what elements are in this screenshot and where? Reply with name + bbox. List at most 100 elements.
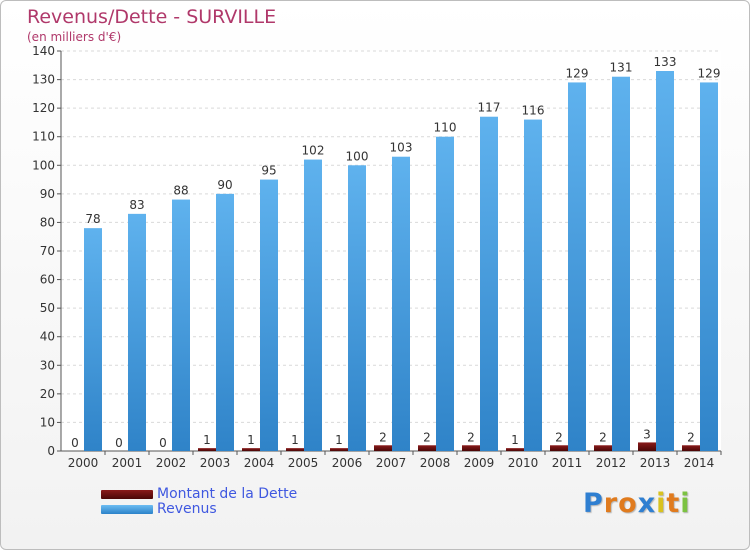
bar-revenue — [172, 199, 190, 451]
data-label-revenue: 102 — [302, 144, 325, 158]
data-label-revenue: 103 — [390, 141, 413, 155]
bar-revenue — [524, 119, 542, 452]
data-label-revenue: 78 — [85, 212, 100, 226]
bar-revenue — [348, 165, 366, 452]
bar-debt — [550, 445, 568, 451]
legend-swatch-revenue — [101, 505, 153, 514]
data-label-debt: 1 — [291, 433, 299, 447]
bar-revenue — [304, 159, 322, 452]
bar-revenue — [128, 213, 146, 451]
x-tick-label: 2002 — [156, 456, 187, 470]
bar-debt — [286, 448, 304, 451]
y-tick-label: 80 — [40, 215, 55, 229]
y-tick-label: 90 — [40, 187, 55, 201]
logo-letter: P — [583, 488, 604, 519]
y-tick-label: 30 — [40, 358, 55, 372]
data-label-revenue: 117 — [478, 101, 501, 115]
bar-revenue — [568, 82, 586, 451]
legend-swatch-debt — [101, 490, 153, 499]
data-label-debt: 2 — [555, 430, 563, 444]
x-tick-label: 2000 — [68, 456, 99, 470]
bar-revenue — [216, 193, 234, 451]
y-tick-label: 60 — [40, 273, 55, 287]
y-tick-label: 0 — [47, 444, 55, 458]
proxiti-logo: Proxiti — [583, 488, 691, 519]
logo-letter: r — [603, 488, 619, 519]
bar-debt — [506, 448, 524, 451]
logo-letter: o — [618, 488, 638, 519]
x-tick-label: 2011 — [552, 456, 583, 470]
x-tick-label: 2007 — [376, 456, 407, 470]
logo-letter: x — [637, 488, 657, 519]
chart-title: Revenus/Dette - SURVILLE — [27, 6, 277, 28]
bar-debt — [198, 448, 216, 451]
data-label-revenue: 131 — [610, 61, 633, 75]
logo-letter: i — [680, 488, 691, 519]
data-label-debt: 1 — [203, 433, 211, 447]
y-tick-label: 50 — [40, 301, 55, 315]
logo-letter: t — [666, 488, 681, 519]
bar-revenue — [84, 228, 102, 451]
bar-debt — [242, 448, 260, 451]
x-tick-label: 2010 — [508, 456, 539, 470]
y-tick-label: 100 — [32, 158, 55, 172]
bar-revenue — [436, 136, 454, 451]
bar-debt — [594, 445, 612, 451]
y-tick-label: 10 — [40, 415, 55, 429]
bar-debt — [418, 445, 436, 451]
data-label-revenue: 95 — [261, 164, 276, 178]
x-tick-label: 2009 — [464, 456, 495, 470]
data-label-debt: 0 — [159, 436, 167, 450]
data-label-debt: 1 — [247, 433, 255, 447]
legend-label-debt: Montant de la Dette — [157, 486, 298, 502]
bar-debt — [462, 445, 480, 451]
data-label-debt: 2 — [599, 430, 607, 444]
data-label-debt: 1 — [335, 433, 343, 447]
chart-subtitle: (en milliers d'€) — [27, 30, 122, 44]
bar-debt — [638, 442, 656, 451]
x-tick-label: 2013 — [640, 456, 671, 470]
data-label-revenue: 110 — [434, 121, 457, 135]
data-label-debt: 3 — [643, 427, 651, 441]
data-label-debt: 1 — [511, 433, 519, 447]
data-label-debt: 2 — [423, 430, 431, 444]
y-tick-label: 70 — [40, 244, 55, 258]
data-label-revenue: 133 — [654, 55, 677, 69]
bar-revenue — [392, 156, 410, 451]
y-tick-label: 20 — [40, 387, 55, 401]
data-label-debt: 2 — [687, 430, 695, 444]
y-tick-label: 140 — [32, 44, 55, 58]
data-label-revenue: 129 — [566, 66, 589, 80]
x-tick-label: 2005 — [288, 456, 319, 470]
x-tick-label: 2001 — [112, 456, 143, 470]
bar-revenue — [260, 179, 278, 452]
bar-revenue — [480, 116, 498, 451]
data-label-debt: 0 — [71, 436, 79, 450]
x-tick-label: 2003 — [200, 456, 231, 470]
x-tick-label: 2008 — [420, 456, 451, 470]
y-tick-label: 120 — [32, 101, 55, 115]
data-label-revenue: 100 — [346, 149, 369, 163]
x-tick-label: 2012 — [596, 456, 627, 470]
x-tick-label: 2004 — [244, 456, 275, 470]
legend-label-revenue: Revenus — [157, 501, 217, 517]
bar-revenue — [700, 82, 718, 451]
x-tick-label: 2014 — [684, 456, 715, 470]
bar-revenue — [656, 71, 674, 451]
y-tick-label: 130 — [32, 73, 55, 87]
data-label-revenue: 88 — [173, 184, 188, 198]
bar-debt — [330, 448, 348, 451]
data-label-revenue: 116 — [522, 104, 545, 118]
logo-letter: i — [656, 488, 667, 519]
data-label-revenue: 83 — [129, 198, 144, 212]
x-tick-label: 2006 — [332, 456, 363, 470]
data-label-debt: 2 — [379, 430, 387, 444]
y-tick-label: 40 — [40, 330, 55, 344]
y-tick-label: 110 — [32, 130, 55, 144]
bar-revenue — [612, 76, 630, 451]
data-label-revenue: 129 — [698, 66, 721, 80]
data-label-revenue: 90 — [217, 178, 232, 192]
bar-debt — [374, 445, 392, 451]
